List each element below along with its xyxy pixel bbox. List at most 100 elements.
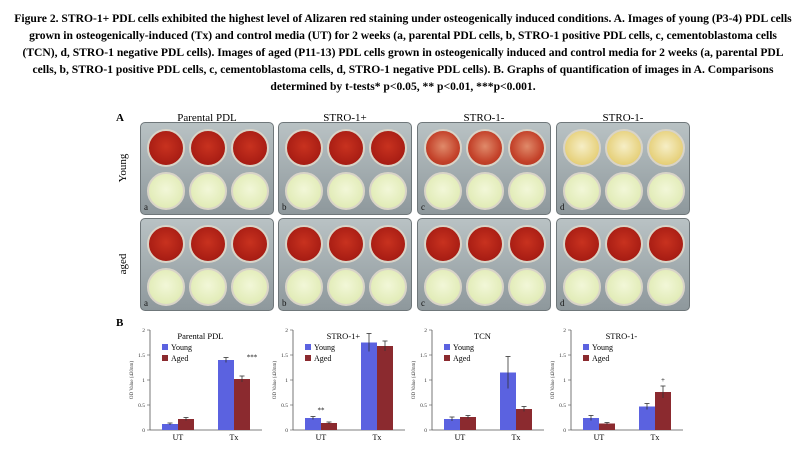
bar-young-ut [583,418,599,430]
culture-well [508,172,546,210]
culture-well [563,129,601,167]
culture-well [147,129,185,167]
culture-well [605,268,643,306]
culture-well [369,225,407,263]
panel-a-label: A [116,112,124,124]
culture-well [369,172,407,210]
y-tick-label: 1 [142,378,145,384]
culture-well [369,129,407,167]
culture-well [147,225,185,263]
plate-letter: a [144,202,148,212]
bar-aged-ut [460,417,476,430]
legend-swatch [305,355,311,361]
culture-well [327,225,365,263]
y-tick-label: 1.5 [281,353,288,359]
plate-letter: d [560,298,565,308]
bar-aged-ut [321,423,337,430]
culture-well [424,268,462,306]
category-label-ut: UT [594,433,605,442]
culture-well [605,172,643,210]
significance-marker: ** [318,407,326,415]
culture-well [605,129,643,167]
culture-well [231,129,269,167]
culture-well [285,268,323,306]
bar-young-ut [444,419,460,430]
culture-well [285,172,323,210]
y-tick-label: 1.5 [420,353,427,359]
legend-label: Young [592,343,613,352]
category-label-ut: UT [173,433,184,442]
y-tick-label: 2 [563,328,566,334]
culture-well [563,172,601,210]
culture-well [147,172,185,210]
y-tick-label: 0.5 [138,403,145,409]
column-title-parental-pdl: Parental PDL [177,112,237,124]
plate-letter: b [282,202,287,212]
plate-letter: c [421,202,425,212]
legend-swatch [444,344,450,350]
culture-well [647,172,685,210]
y-tick-label: 0 [142,428,145,434]
legend-label: Young [453,343,474,352]
column-title-stro1-positive: STRO-1+ [323,112,367,124]
culture-well [285,129,323,167]
culture-well [508,225,546,263]
plate-letter: d [560,202,565,212]
legend-label: Aged [592,354,609,363]
well-plate-aged-1: a [140,218,274,311]
category-label-tx: Tx [373,433,382,442]
culture-well [231,172,269,210]
y-tick-label: 2 [142,328,145,334]
chart-title: STRO-1+ [327,331,361,341]
culture-well [508,129,546,167]
chart-title: TCN [474,331,491,341]
panel-b-label: B [116,317,124,329]
bar-aged-tx [234,379,250,430]
legend-swatch [305,344,311,350]
figure-caption: Figure 2. STRO-1+ PDL cells exhibited th… [14,12,792,93]
well-plate-aged-3: c [417,218,551,311]
y-axis-label: OD Value (420nm) [130,361,135,400]
culture-well [189,172,227,210]
significance-marker: *** [247,354,258,362]
culture-well [508,268,546,306]
bar-young-ut [305,418,321,430]
y-tick-label: 1.5 [138,353,145,359]
culture-well [327,268,365,306]
significance-marker: + [661,376,665,384]
culture-well [231,225,269,263]
culture-well [189,225,227,263]
y-axis-label: OD Value (420nm) [273,361,278,400]
culture-well [563,225,601,263]
bar-aged-ut [178,419,194,430]
culture-well [466,129,504,167]
well-plate-aged-2: b [278,218,412,311]
column-title-stro1-negative-d: STRO-1- [602,112,644,124]
bar-young-tx [361,342,377,430]
culture-well [327,172,365,210]
culture-well [466,268,504,306]
culture-well [647,129,685,167]
legend-label: Young [171,343,192,352]
legend-swatch [444,355,450,361]
bar-aged-tx [516,409,532,430]
culture-well [563,268,601,306]
culture-well [327,129,365,167]
culture-well [369,268,407,306]
category-label-tx: Tx [651,433,660,442]
chart-title: STRO-1- [606,331,638,341]
well-plate-young-4: d [556,122,690,215]
culture-well [189,268,227,306]
legend-swatch [583,344,589,350]
bar-aged-ut [599,423,615,430]
culture-well [647,225,685,263]
culture-well [605,225,643,263]
plate-letter: c [421,298,425,308]
culture-well [424,172,462,210]
bar-young-tx [218,360,234,430]
well-plate-aged-4: d [556,218,690,311]
culture-well [285,225,323,263]
legend-label: Aged [453,354,470,363]
